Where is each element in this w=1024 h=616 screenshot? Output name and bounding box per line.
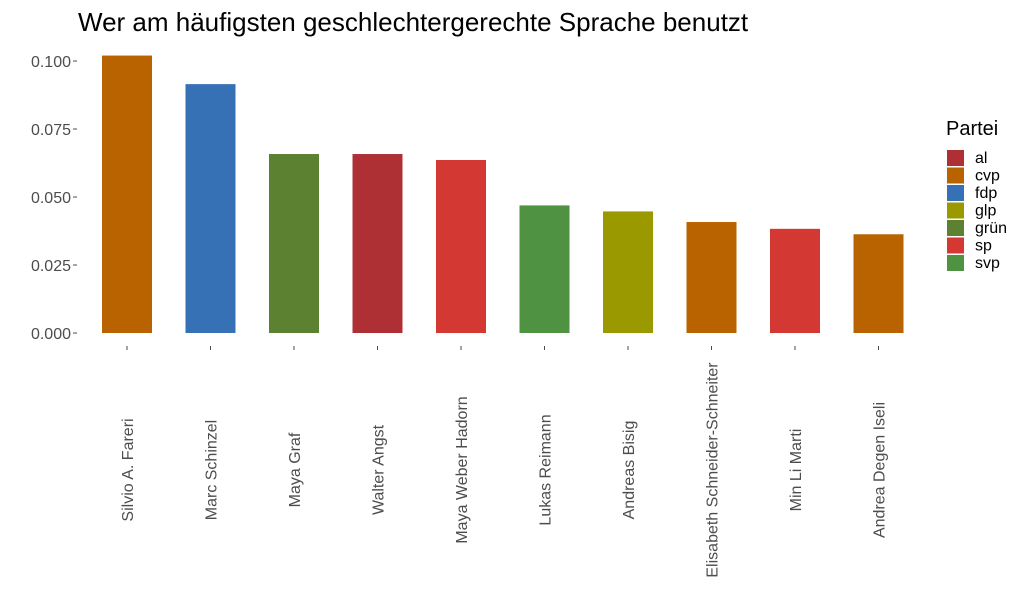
legend-label: grün (975, 220, 1007, 237)
legend-label: svp (975, 255, 1000, 272)
x-axis: Silvio A. Fareri Marc Schinzel Maya Graf Wa… (120, 346, 889, 578)
y-axis: 0.000 0.025 0.050 0.075 0.100 (31, 54, 77, 343)
chart-title: Wer am häufigsten geschlechtergerechte S… (78, 7, 749, 37)
legend-label: al (975, 150, 987, 167)
legend-swatch (947, 167, 964, 184)
y-tick-label: 0.025 (31, 258, 71, 275)
legend-swatch (947, 202, 964, 219)
legend-label: cvp (975, 168, 1000, 185)
legend-label: sp (975, 238, 992, 255)
y-tick-label: 0.050 (31, 190, 71, 207)
x-tick-label: Maya Weber Hadorn (454, 396, 471, 543)
x-tick-label: Elisabeth Schneider-Schneiter (705, 362, 722, 578)
legend-swatch (947, 185, 964, 201)
x-tick-label: Andrea Degen Iseli (872, 402, 889, 538)
y-tick-label: 0.075 (31, 122, 71, 139)
y-tick-label: 0.000 (31, 326, 71, 343)
x-tick-label: Maya Graf (287, 432, 304, 507)
x-tick-label: Walter Angst (371, 424, 388, 515)
x-tick-label: Marc Schinzel (204, 420, 221, 520)
bar (352, 154, 403, 333)
bar (102, 55, 152, 334)
bars (102, 55, 904, 334)
legend-swatch (947, 220, 964, 236)
bar (436, 160, 486, 333)
legend-label: glp (975, 203, 996, 220)
x-tick-label: Min Li Marti (788, 429, 805, 512)
legend-swatch (947, 237, 964, 254)
bar (603, 211, 653, 333)
y-tick-label: 0.100 (31, 54, 71, 71)
x-tick-label: Silvio A. Fareri (120, 418, 137, 521)
legend-swatch (947, 255, 964, 271)
legend-label: fdp (975, 185, 997, 202)
legend-title: Partei (946, 118, 998, 140)
bar (185, 84, 236, 334)
bar (770, 228, 820, 333)
legend-swatch (947, 150, 964, 166)
bar (269, 154, 319, 333)
x-tick-label: Lukas Reimann (538, 414, 555, 525)
x-tick-label: Andreas Bisig (621, 421, 638, 520)
bar (519, 205, 570, 333)
bar (686, 222, 737, 333)
bar (853, 234, 904, 333)
